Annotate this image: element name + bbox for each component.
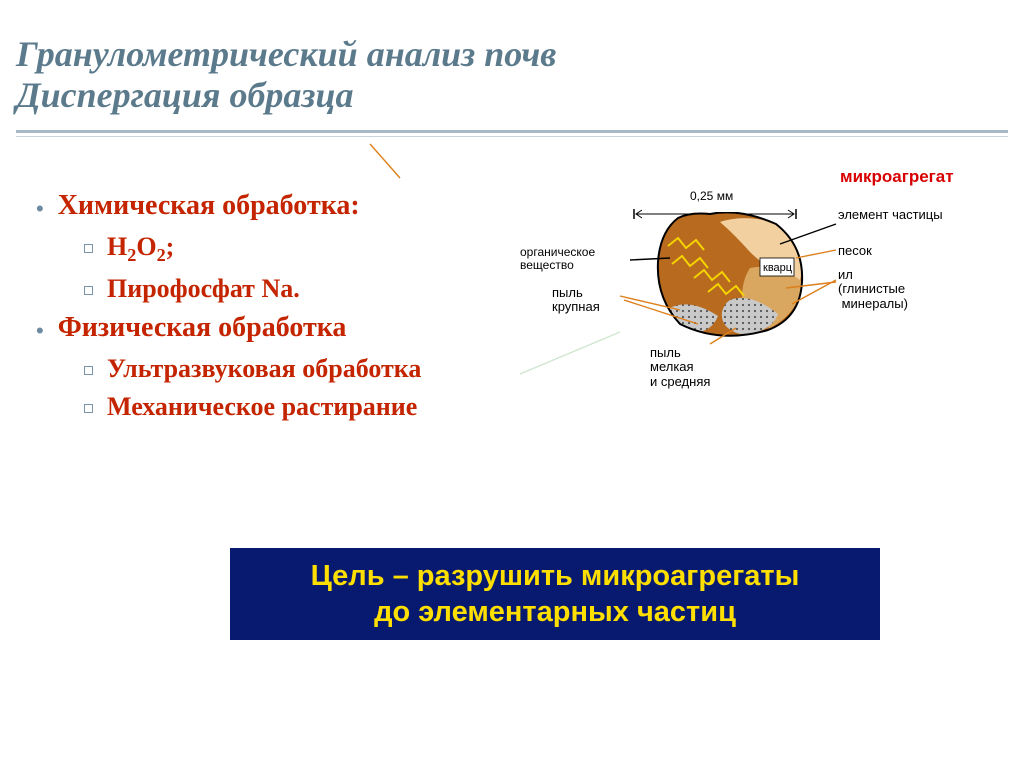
bullet-square-icon (84, 286, 93, 295)
slide: Гранулометрический анализ почв Диспергац… (0, 0, 1024, 768)
goal-box: Цель – разрушить микроагрегаты до элемен… (230, 548, 880, 640)
bullet-square-icon (84, 404, 93, 413)
diagram-label-clay: ил (глинистые минералы) (838, 268, 908, 311)
diagram-label-sand: песок (838, 244, 872, 258)
diagram-label-element: элемент частицы (838, 208, 943, 222)
diagram-label-organic: органическое вещество (520, 246, 595, 272)
title-rule (16, 130, 1008, 133)
title-line-1: Гранулометрический анализ почв (16, 34, 556, 75)
bullet-square-icon (84, 366, 93, 375)
list-item-text: Физическая обработка (58, 312, 347, 344)
goal-line-1: Цель – разрушить микроагрегаты (311, 560, 800, 592)
title-line-2: Диспергация образца (16, 75, 556, 116)
list-item-text: Химическая обработка: (58, 190, 360, 222)
goal-line-2: до элементарных частиц (374, 596, 736, 628)
title-rule-thin (16, 136, 1008, 137)
bullet-disc-icon: • (36, 318, 44, 344)
list-item-text: H2O2; (107, 232, 174, 266)
bullet-square-icon (84, 244, 93, 253)
bullet-disc-icon: • (36, 196, 44, 222)
title-block: Гранулометрический анализ почв Диспергац… (16, 34, 556, 117)
list-item-text: Пирофосфат Na. (107, 274, 300, 304)
diagram-label-fine: пыль мелкая и средняя (650, 346, 710, 389)
diagram-label-coarse: пыль крупная (552, 286, 600, 315)
microaggregate-diagram: микроагрегат 0,25 мм (560, 168, 1010, 398)
goal-text: Цель – разрушить микроагрегаты до элемен… (311, 558, 800, 631)
